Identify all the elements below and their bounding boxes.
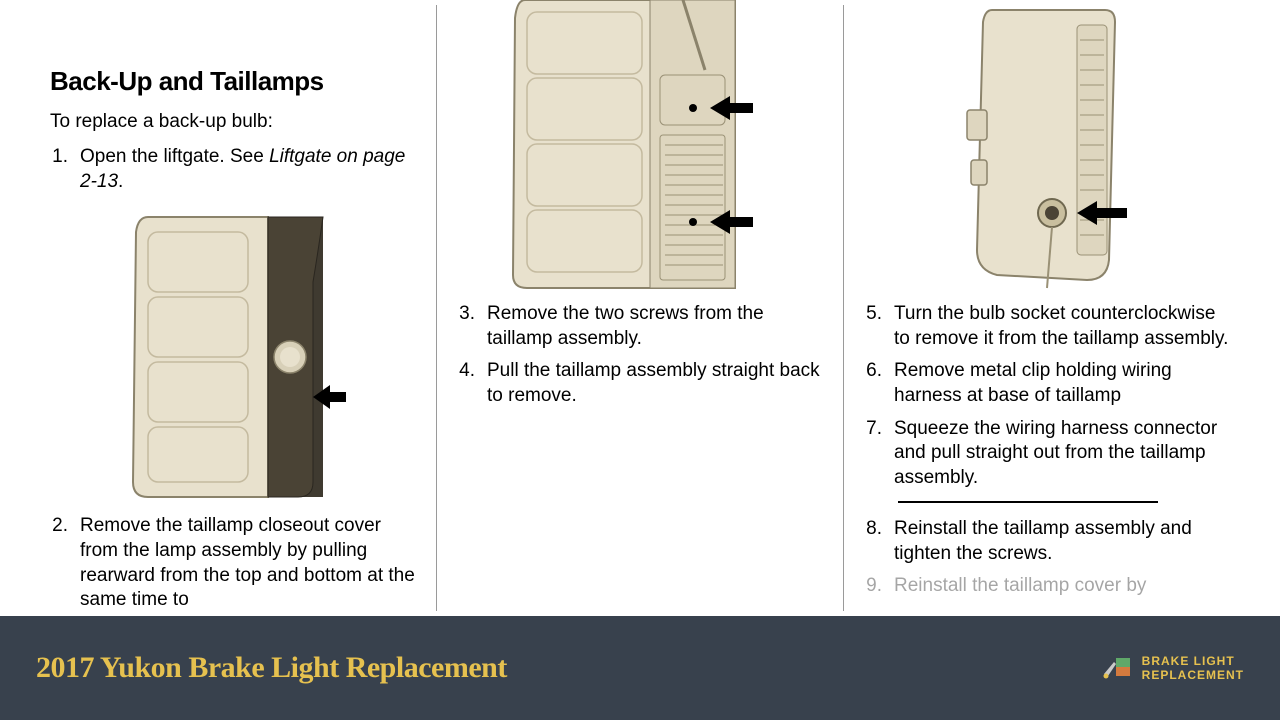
diagram-1: [50, 212, 416, 502]
step-number: 2.: [50, 514, 80, 613]
column-3: 5. Turn the bulb socket counterclockwise…: [844, 0, 1250, 616]
diagram-3: [864, 0, 1230, 290]
brand-logo: BRAKE LIGHT REPLACEMENT: [1102, 654, 1244, 683]
taillamp-back-diagram: [937, 0, 1157, 290]
column-1: Back-Up and Taillamps To replace a back-…: [30, 0, 436, 616]
step-text: Remove metal clip holding wiring harness…: [894, 359, 1230, 408]
step-4: 4. Pull the taillamp assembly straight b…: [457, 359, 823, 408]
footer-title: 2017 Yukon Brake Light Replacement: [36, 651, 507, 685]
step-number: 6.: [864, 359, 894, 408]
step-text: Remove the two screws from the taillamp …: [487, 302, 823, 351]
step-9: 9. Reinstall the taillamp cover by: [864, 574, 1230, 599]
taillamp-screws-diagram: [505, 0, 775, 290]
intro-text: To replace a back-up bulb:: [50, 111, 416, 133]
diagram-2: [457, 0, 823, 290]
step-number: 9.: [864, 574, 894, 599]
step-number: 5.: [864, 302, 894, 351]
step-2: 2. Remove the taillamp closeout cover fr…: [50, 514, 416, 613]
step-text: Open the liftgate. See Liftgate on page …: [80, 145, 416, 194]
step-number: 4.: [457, 359, 487, 408]
step-number: 1.: [50, 145, 80, 194]
step-list-3: 5. Turn the bulb socket counterclockwise…: [864, 302, 1230, 491]
column-2: 3. Remove the two screws from the tailla…: [437, 0, 843, 616]
step-text: Reinstall the taillamp assembly and tigh…: [894, 517, 1230, 566]
step-1: 1. Open the liftgate. See Liftgate on pa…: [50, 145, 416, 194]
step-text: Turn the bulb socket counterclockwise to…: [894, 302, 1230, 351]
step-list-1b: 2. Remove the taillamp closeout cover fr…: [50, 514, 416, 613]
step-7: 7. Squeeze the wiring harness connector …: [864, 417, 1230, 491]
taillamp-closeout-diagram: [118, 212, 348, 502]
footer-bar: 2017 Yukon Brake Light Replacement BRAKE…: [0, 616, 1280, 720]
step-text: Reinstall the taillamp cover by: [894, 574, 1230, 599]
step-number: 8.: [864, 517, 894, 566]
section-heading: Back-Up and Taillamps: [50, 66, 416, 97]
step-list-2: 3. Remove the two screws from the tailla…: [457, 302, 823, 409]
instruction-content: Back-Up and Taillamps To replace a back-…: [0, 0, 1280, 616]
step-number: 3.: [457, 302, 487, 351]
step-5: 5. Turn the bulb socket counterclockwise…: [864, 302, 1230, 351]
step-text: Squeeze the wiring harness connector and…: [894, 417, 1230, 491]
step-text: Pull the taillamp assembly straight back…: [487, 359, 823, 408]
step-8: 8. Reinstall the taillamp assembly and t…: [864, 517, 1230, 566]
step-text: Remove the taillamp closeout cover from …: [80, 514, 416, 613]
step-3: 3. Remove the two screws from the tailla…: [457, 302, 823, 351]
step-6: 6. Remove metal clip holding wiring harn…: [864, 359, 1230, 408]
section-separator: [898, 501, 1158, 503]
step-number: 7.: [864, 417, 894, 491]
brake-light-icon: [1102, 654, 1132, 682]
step-list-3b: 8. Reinstall the taillamp assembly and t…: [864, 517, 1230, 599]
step-list-1: 1. Open the liftgate. See Liftgate on pa…: [50, 145, 416, 194]
brand-text: BRAKE LIGHT REPLACEMENT: [1142, 654, 1244, 683]
